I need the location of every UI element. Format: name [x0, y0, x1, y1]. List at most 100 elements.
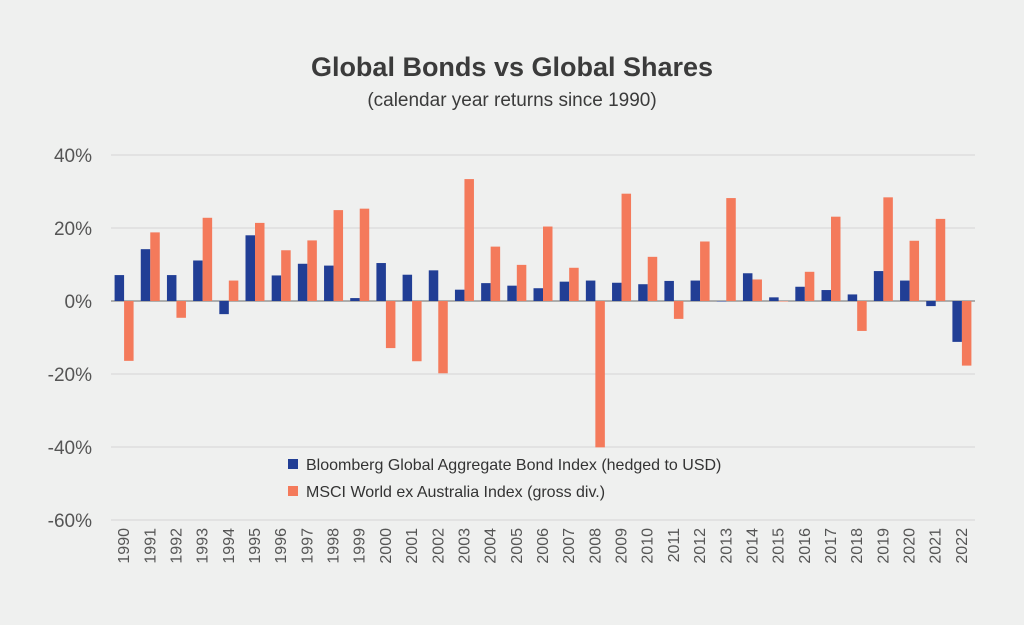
bond-bar: [481, 283, 491, 301]
shares-bar: [516, 264, 527, 301]
y-tick-label: 0%: [65, 292, 93, 313]
shares-bar: [621, 193, 632, 301]
shares-bar: [438, 301, 448, 374]
bond-bar: [716, 301, 727, 302]
y-tick-label: -20%: [48, 365, 92, 386]
y-tick-label: -60%: [48, 511, 92, 532]
x-tick-label: 2003: [456, 528, 473, 564]
shares-bar: [124, 301, 134, 361]
bond-bar: [612, 282, 622, 301]
chart-title: Global Bonds vs Global Shares: [310, 52, 714, 82]
x-tick-label: 1999: [352, 528, 369, 564]
x-tick-label: 2021: [928, 528, 945, 564]
bond-bar: [952, 301, 962, 342]
shares-bar: [543, 226, 553, 301]
x-tick-label: 2020: [902, 528, 919, 564]
x-tick-label: 2019: [875, 528, 892, 564]
x-tick-label: 1991: [142, 528, 159, 564]
shares-bar: [385, 301, 396, 349]
bond-bar: [585, 280, 596, 301]
bond-bar: [350, 298, 360, 301]
bond-bar: [245, 235, 255, 301]
shares-bar: [595, 301, 605, 448]
bond-bar: [795, 286, 805, 301]
shares-bar: [909, 240, 920, 301]
bond-bar: [769, 297, 779, 301]
bond-bar: [926, 301, 936, 307]
x-tick-label: 2006: [535, 528, 552, 564]
x-tick-label: 1993: [195, 528, 212, 564]
y-tick-label: -40%: [48, 438, 92, 459]
bond-bar: [559, 281, 570, 301]
x-tick-label: 1994: [221, 528, 238, 564]
x-tick-label: 2009: [614, 528, 631, 564]
shares-bar: [726, 198, 736, 301]
x-tick-label: 2018: [849, 528, 866, 564]
legend-swatch-bond: [288, 459, 298, 469]
shares-bar: [228, 280, 239, 301]
bond-bar: [219, 301, 229, 315]
x-tick-label: 1990: [116, 528, 133, 564]
bond-bar: [402, 274, 413, 301]
shares-bar: [464, 179, 474, 301]
legend-label-shares: MSCI World ex Australia Index (gross div…: [306, 484, 605, 501]
shares-bar: [700, 241, 710, 301]
bond-bar: [193, 260, 203, 301]
x-tick-label: 2000: [378, 528, 395, 564]
bond-bar: [428, 270, 439, 301]
chart-subtitle: (calendar year returns since 1990): [367, 90, 657, 111]
shares-bar: [255, 222, 265, 301]
bond-bar: [742, 273, 753, 301]
x-tick-label: 1996: [273, 528, 290, 564]
shares-bar: [490, 246, 501, 301]
bond-bar: [664, 280, 674, 301]
bond-bar: [873, 271, 884, 301]
shares-bar: [935, 218, 946, 302]
shares-bar: [778, 301, 789, 302]
x-tick-label: 2004: [483, 528, 500, 564]
shares-bar: [307, 240, 317, 301]
x-tick-label: 2008: [587, 528, 604, 564]
legend-swatch-shares: [288, 486, 298, 496]
x-tick-label: 2001: [404, 528, 421, 564]
shares-bar: [831, 216, 841, 301]
x-tick-label: 2015: [771, 528, 788, 564]
x-tick-label: 2014: [744, 528, 761, 564]
shares-bar: [752, 279, 762, 301]
y-tick-label: 40%: [54, 146, 92, 167]
bond-bar: [847, 294, 858, 301]
x-tick-label: 2016: [797, 528, 814, 564]
bond-bar: [507, 285, 517, 301]
x-tick-label: 1995: [247, 528, 264, 564]
x-tick-label: 2010: [640, 528, 657, 564]
shares-bar: [150, 232, 160, 301]
y-tick-label: 20%: [54, 219, 92, 240]
x-tick-label: 2022: [954, 528, 971, 564]
x-tick-label: 2012: [692, 528, 709, 564]
bond-bar: [114, 275, 125, 301]
shares-bar: [412, 301, 422, 362]
bond-bar: [376, 263, 386, 301]
shares-bar: [359, 208, 370, 301]
bond-bar: [454, 289, 465, 301]
bond-bar: [297, 263, 308, 301]
x-tick-label: 2002: [430, 528, 447, 564]
x-tick-label: 2017: [823, 528, 840, 564]
bond-bar: [140, 249, 151, 301]
bond-bar: [900, 280, 910, 301]
bond-bar: [324, 265, 334, 301]
shares-bar: [647, 256, 658, 301]
bond-bar: [690, 280, 701, 301]
shares-bar: [333, 210, 344, 301]
x-tick-label: 1992: [168, 528, 185, 564]
x-tick-label: 2007: [561, 528, 578, 564]
bond-bar: [271, 275, 282, 301]
legend-label-bond: Bloomberg Global Aggregate Bond Index (h…: [306, 457, 721, 474]
x-tick-label: 2005: [509, 528, 526, 564]
shares-bar: [673, 301, 684, 319]
bond-bar: [821, 290, 831, 301]
bond-bar: [533, 288, 543, 301]
bond-bar: [166, 275, 177, 301]
shares-bar: [569, 267, 579, 301]
